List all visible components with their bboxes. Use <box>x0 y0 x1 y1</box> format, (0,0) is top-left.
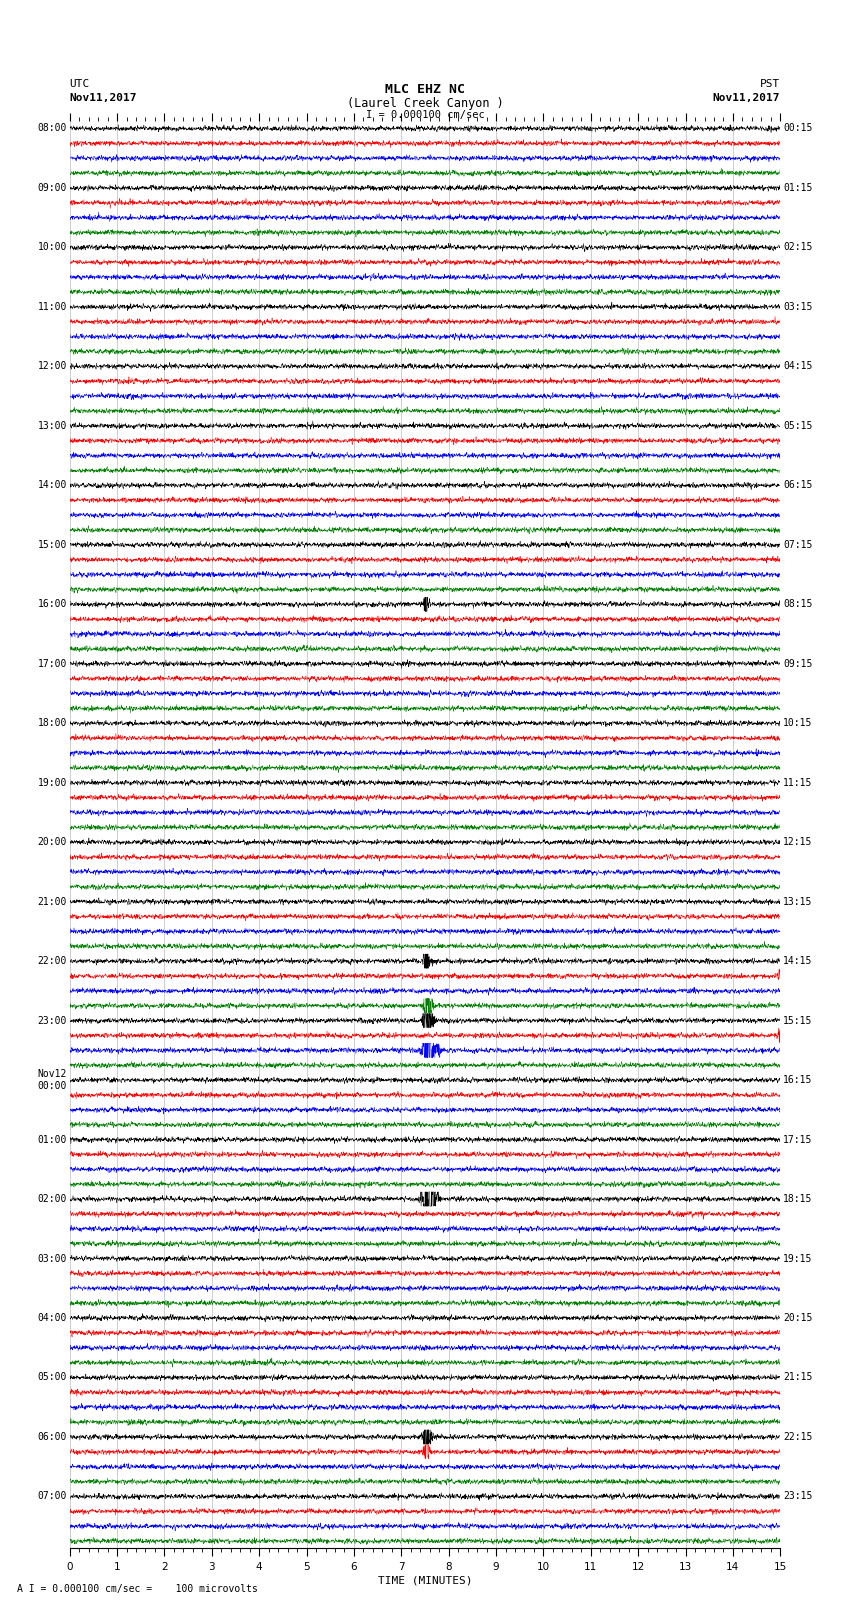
Text: MLC EHZ NC: MLC EHZ NC <box>385 82 465 97</box>
Text: UTC: UTC <box>70 79 90 89</box>
Text: I = 0.000100 cm/sec: I = 0.000100 cm/sec <box>366 110 484 121</box>
Text: PST: PST <box>760 79 780 89</box>
Text: Nov11,2017: Nov11,2017 <box>70 94 137 103</box>
Text: A I = 0.000100 cm/sec =    100 microvolts: A I = 0.000100 cm/sec = 100 microvolts <box>17 1584 258 1594</box>
Text: (Laurel Creek Canyon ): (Laurel Creek Canyon ) <box>347 97 503 110</box>
Text: Nov11,2017: Nov11,2017 <box>713 94 780 103</box>
X-axis label: TIME (MINUTES): TIME (MINUTES) <box>377 1576 473 1586</box>
